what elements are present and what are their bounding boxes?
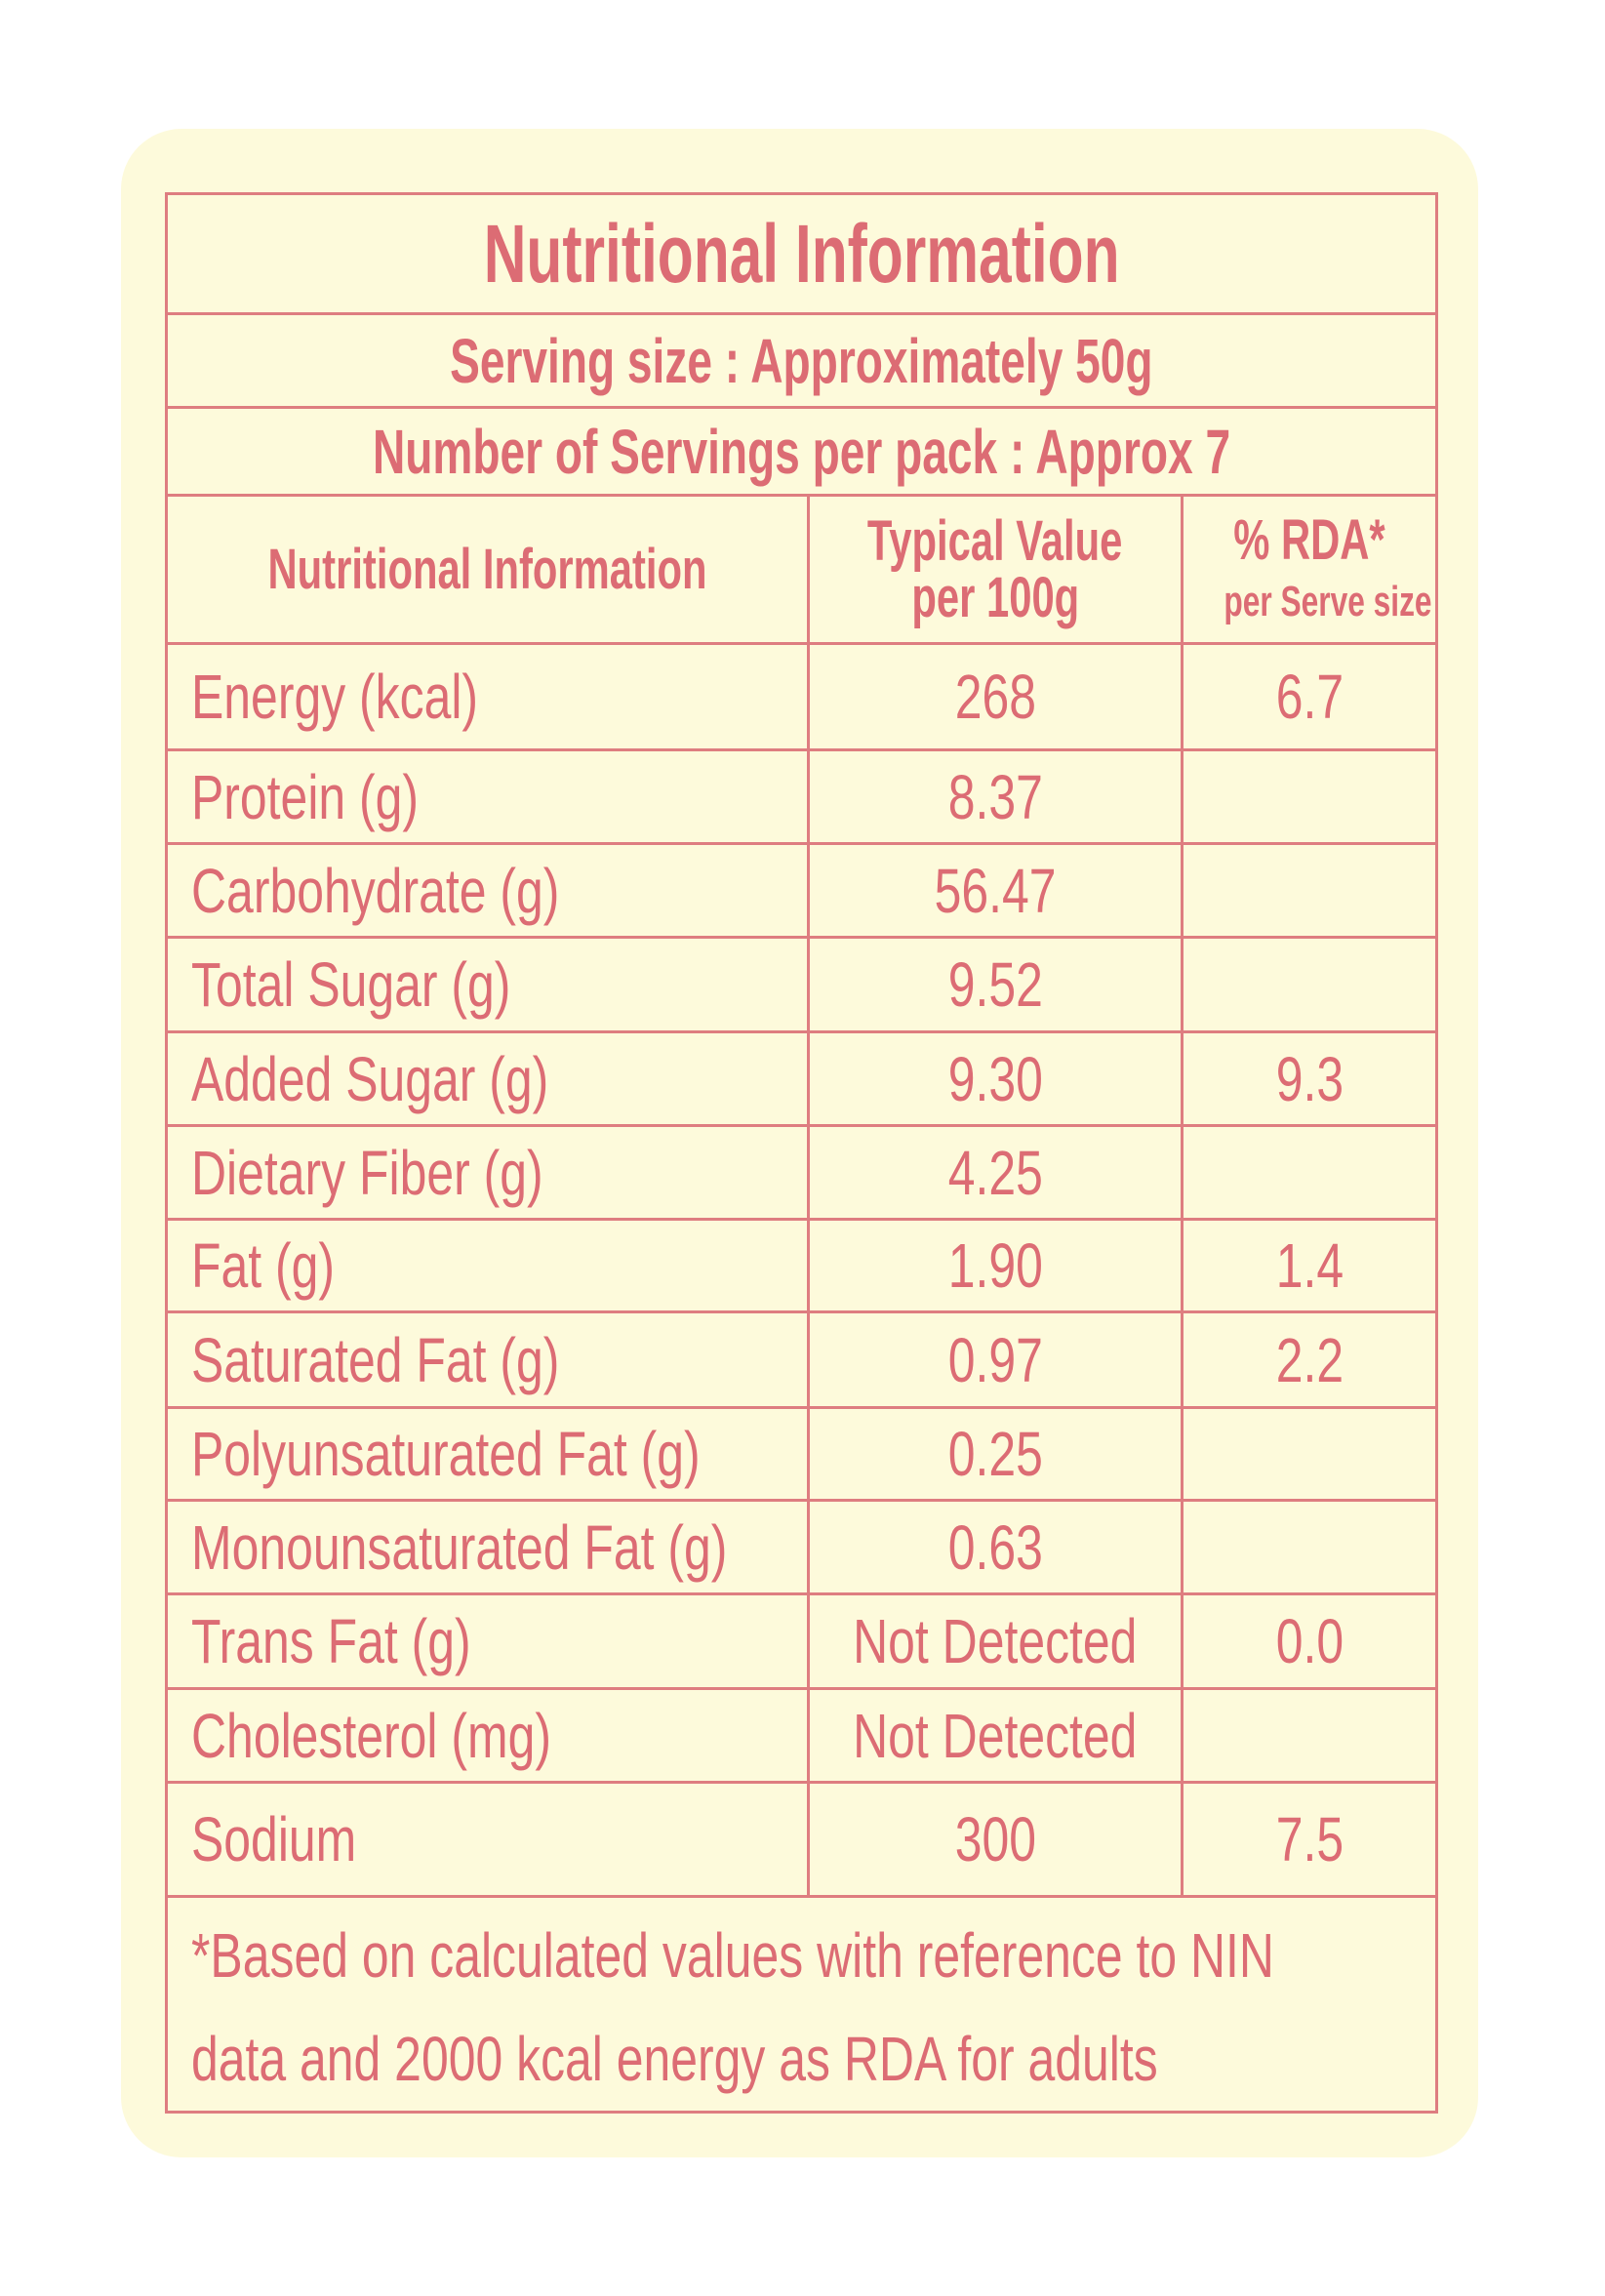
table-row: Trans Fat (g) Not Detected 0.0 [165, 1592, 1439, 1690]
typical-value-cell: 56.47 [807, 842, 1184, 939]
nutrient-name-cell: Total Sugar (g) [165, 936, 810, 1033]
typical-value: 0.63 [947, 1511, 1043, 1583]
typical-value-cell: 8.37 [807, 748, 1184, 845]
rda-value-cell [1180, 936, 1439, 1033]
rda-value: 2.2 [1275, 1324, 1344, 1395]
typical-value-cell: 0.25 [807, 1406, 1184, 1502]
rda-value-cell [1180, 842, 1439, 939]
table-row: Monounsaturated Fat (g) 0.63 [165, 1499, 1439, 1595]
rda-value-cell [1180, 1687, 1439, 1784]
typical-value-cell: 0.97 [807, 1310, 1184, 1409]
table-row: Saturated Fat (g) 0.97 2.2 [165, 1310, 1439, 1409]
typical-value: 8.37 [947, 761, 1043, 832]
nutrient-name-cell: Trans Fat (g) [165, 1592, 810, 1690]
typical-value-cell: Not Detected [807, 1687, 1184, 1784]
typical-value: Not Detected [853, 1700, 1138, 1771]
nutrient-name: Protein (g) [191, 761, 420, 832]
typical-value: 1.90 [947, 1230, 1043, 1301]
nutrient-name: Energy (kcal) [191, 662, 479, 732]
header-rda: % RDA* per Serve size [1180, 494, 1439, 645]
nutrient-name: Monounsaturated Fat (g) [191, 1511, 728, 1583]
typical-value-cell: 300 [807, 1781, 1184, 1898]
nutrient-name: Polyunsaturated Fat (g) [191, 1419, 701, 1489]
nutrient-name: Total Sugar (g) [191, 949, 511, 1020]
typical-value-cell: 9.52 [807, 936, 1184, 1033]
nutrient-name-cell: Saturated Fat (g) [165, 1310, 810, 1409]
table-row: Dietary Fiber (g) 4.25 [165, 1124, 1439, 1221]
table-title: Nutritional Information [164, 192, 1439, 315]
typical-value-cell: 1.90 [807, 1218, 1184, 1313]
table-row: Protein (g) 8.37 [165, 748, 1439, 845]
table-row: Cholesterol (mg) Not Detected [165, 1687, 1439, 1784]
typical-value: 9.30 [947, 1043, 1043, 1114]
nutrient-name: Added Sugar (g) [191, 1043, 549, 1114]
nutrient-name: Sodium [191, 1804, 357, 1874]
nutrient-name-cell: Monounsaturated Fat (g) [165, 1499, 810, 1595]
rda-value: 9.3 [1275, 1043, 1344, 1114]
typical-value: 0.25 [947, 1419, 1043, 1489]
typical-value: 268 [954, 662, 1036, 732]
table-row: Fat (g) 1.90 1.4 [165, 1218, 1439, 1313]
table-row: Sodium 300 7.5 [165, 1781, 1439, 1898]
table-row: Added Sugar (g) 9.30 9.3 [165, 1030, 1439, 1127]
nutrient-name-cell: Sodium [165, 1781, 810, 1898]
nutrient-name: Carbohydrate (g) [191, 855, 560, 926]
typical-value: Not Detected [853, 1606, 1138, 1676]
typical-value: 300 [954, 1804, 1036, 1874]
nutrient-name: Saturated Fat (g) [191, 1324, 560, 1395]
table-row: Energy (kcal) 268 6.7 [165, 642, 1439, 751]
typical-value: 0.97 [947, 1324, 1043, 1395]
nutrient-name-cell: Carbohydrate (g) [165, 842, 810, 939]
nutrient-name: Dietary Fiber (g) [191, 1137, 543, 1208]
rda-value-cell [1180, 1124, 1439, 1221]
table-row: Total Sugar (g) 9.52 [165, 936, 1439, 1033]
typical-value-cell: 4.25 [807, 1124, 1184, 1221]
nutrient-name-cell: Dietary Fiber (g) [165, 1124, 810, 1221]
table-row: Polyunsaturated Fat (g) 0.25 [165, 1406, 1439, 1502]
nutrient-name: Trans Fat (g) [191, 1606, 471, 1676]
typical-value-cell: 268 [807, 642, 1184, 751]
typical-value: 56.47 [934, 855, 1057, 926]
rda-value-cell: 1.4 [1180, 1218, 1439, 1313]
rda-value-cell: 6.7 [1180, 642, 1439, 751]
rda-value-cell: 9.3 [1180, 1030, 1439, 1127]
nutrient-name-cell: Polyunsaturated Fat (g) [165, 1406, 810, 1502]
table-row: Carbohydrate (g) 56.47 [165, 842, 1439, 939]
typical-value: 9.52 [947, 949, 1043, 1020]
typical-value-cell: Not Detected [807, 1592, 1184, 1690]
nutrition-table: Nutritional Information Serving size : A… [164, 192, 1439, 2114]
rda-value-cell [1180, 1499, 1439, 1595]
rda-value-cell: 0.0 [1180, 1592, 1439, 1690]
nutrient-name-cell: Fat (g) [165, 1218, 810, 1313]
nutrient-name-cell: Cholesterol (mg) [165, 1687, 810, 1784]
rda-value: 1.4 [1275, 1230, 1344, 1301]
rda-value-cell [1180, 1406, 1439, 1502]
serving-size: Serving size : Approximately 50g [164, 312, 1439, 409]
header-typical-value: Typical Value per 100g [807, 494, 1184, 645]
rda-value: 0.0 [1275, 1606, 1344, 1676]
rda-value-cell: 7.5 [1180, 1781, 1439, 1898]
rda-value: 7.5 [1275, 1804, 1344, 1874]
servings-per-pack: Number of Servings per pack : Approx 7 [164, 406, 1439, 497]
nutrient-name: Cholesterol (mg) [191, 1700, 551, 1771]
nutrient-name: Fat (g) [191, 1230, 336, 1301]
nutrient-name-cell: Protein (g) [165, 748, 810, 845]
footnote: *Based on calculated values with referen… [164, 1895, 1439, 2114]
typical-value-cell: 0.63 [807, 1499, 1184, 1595]
nutrient-name-cell: Energy (kcal) [165, 642, 810, 751]
rda-value: 6.7 [1275, 662, 1344, 732]
rda-value-cell: 2.2 [1180, 1310, 1439, 1409]
typical-value: 4.25 [947, 1137, 1043, 1208]
header-nutrient: Nutritional Information [165, 494, 810, 645]
nutrient-name-cell: Added Sugar (g) [165, 1030, 810, 1127]
rda-value-cell [1180, 748, 1439, 845]
typical-value-cell: 9.30 [807, 1030, 1184, 1127]
